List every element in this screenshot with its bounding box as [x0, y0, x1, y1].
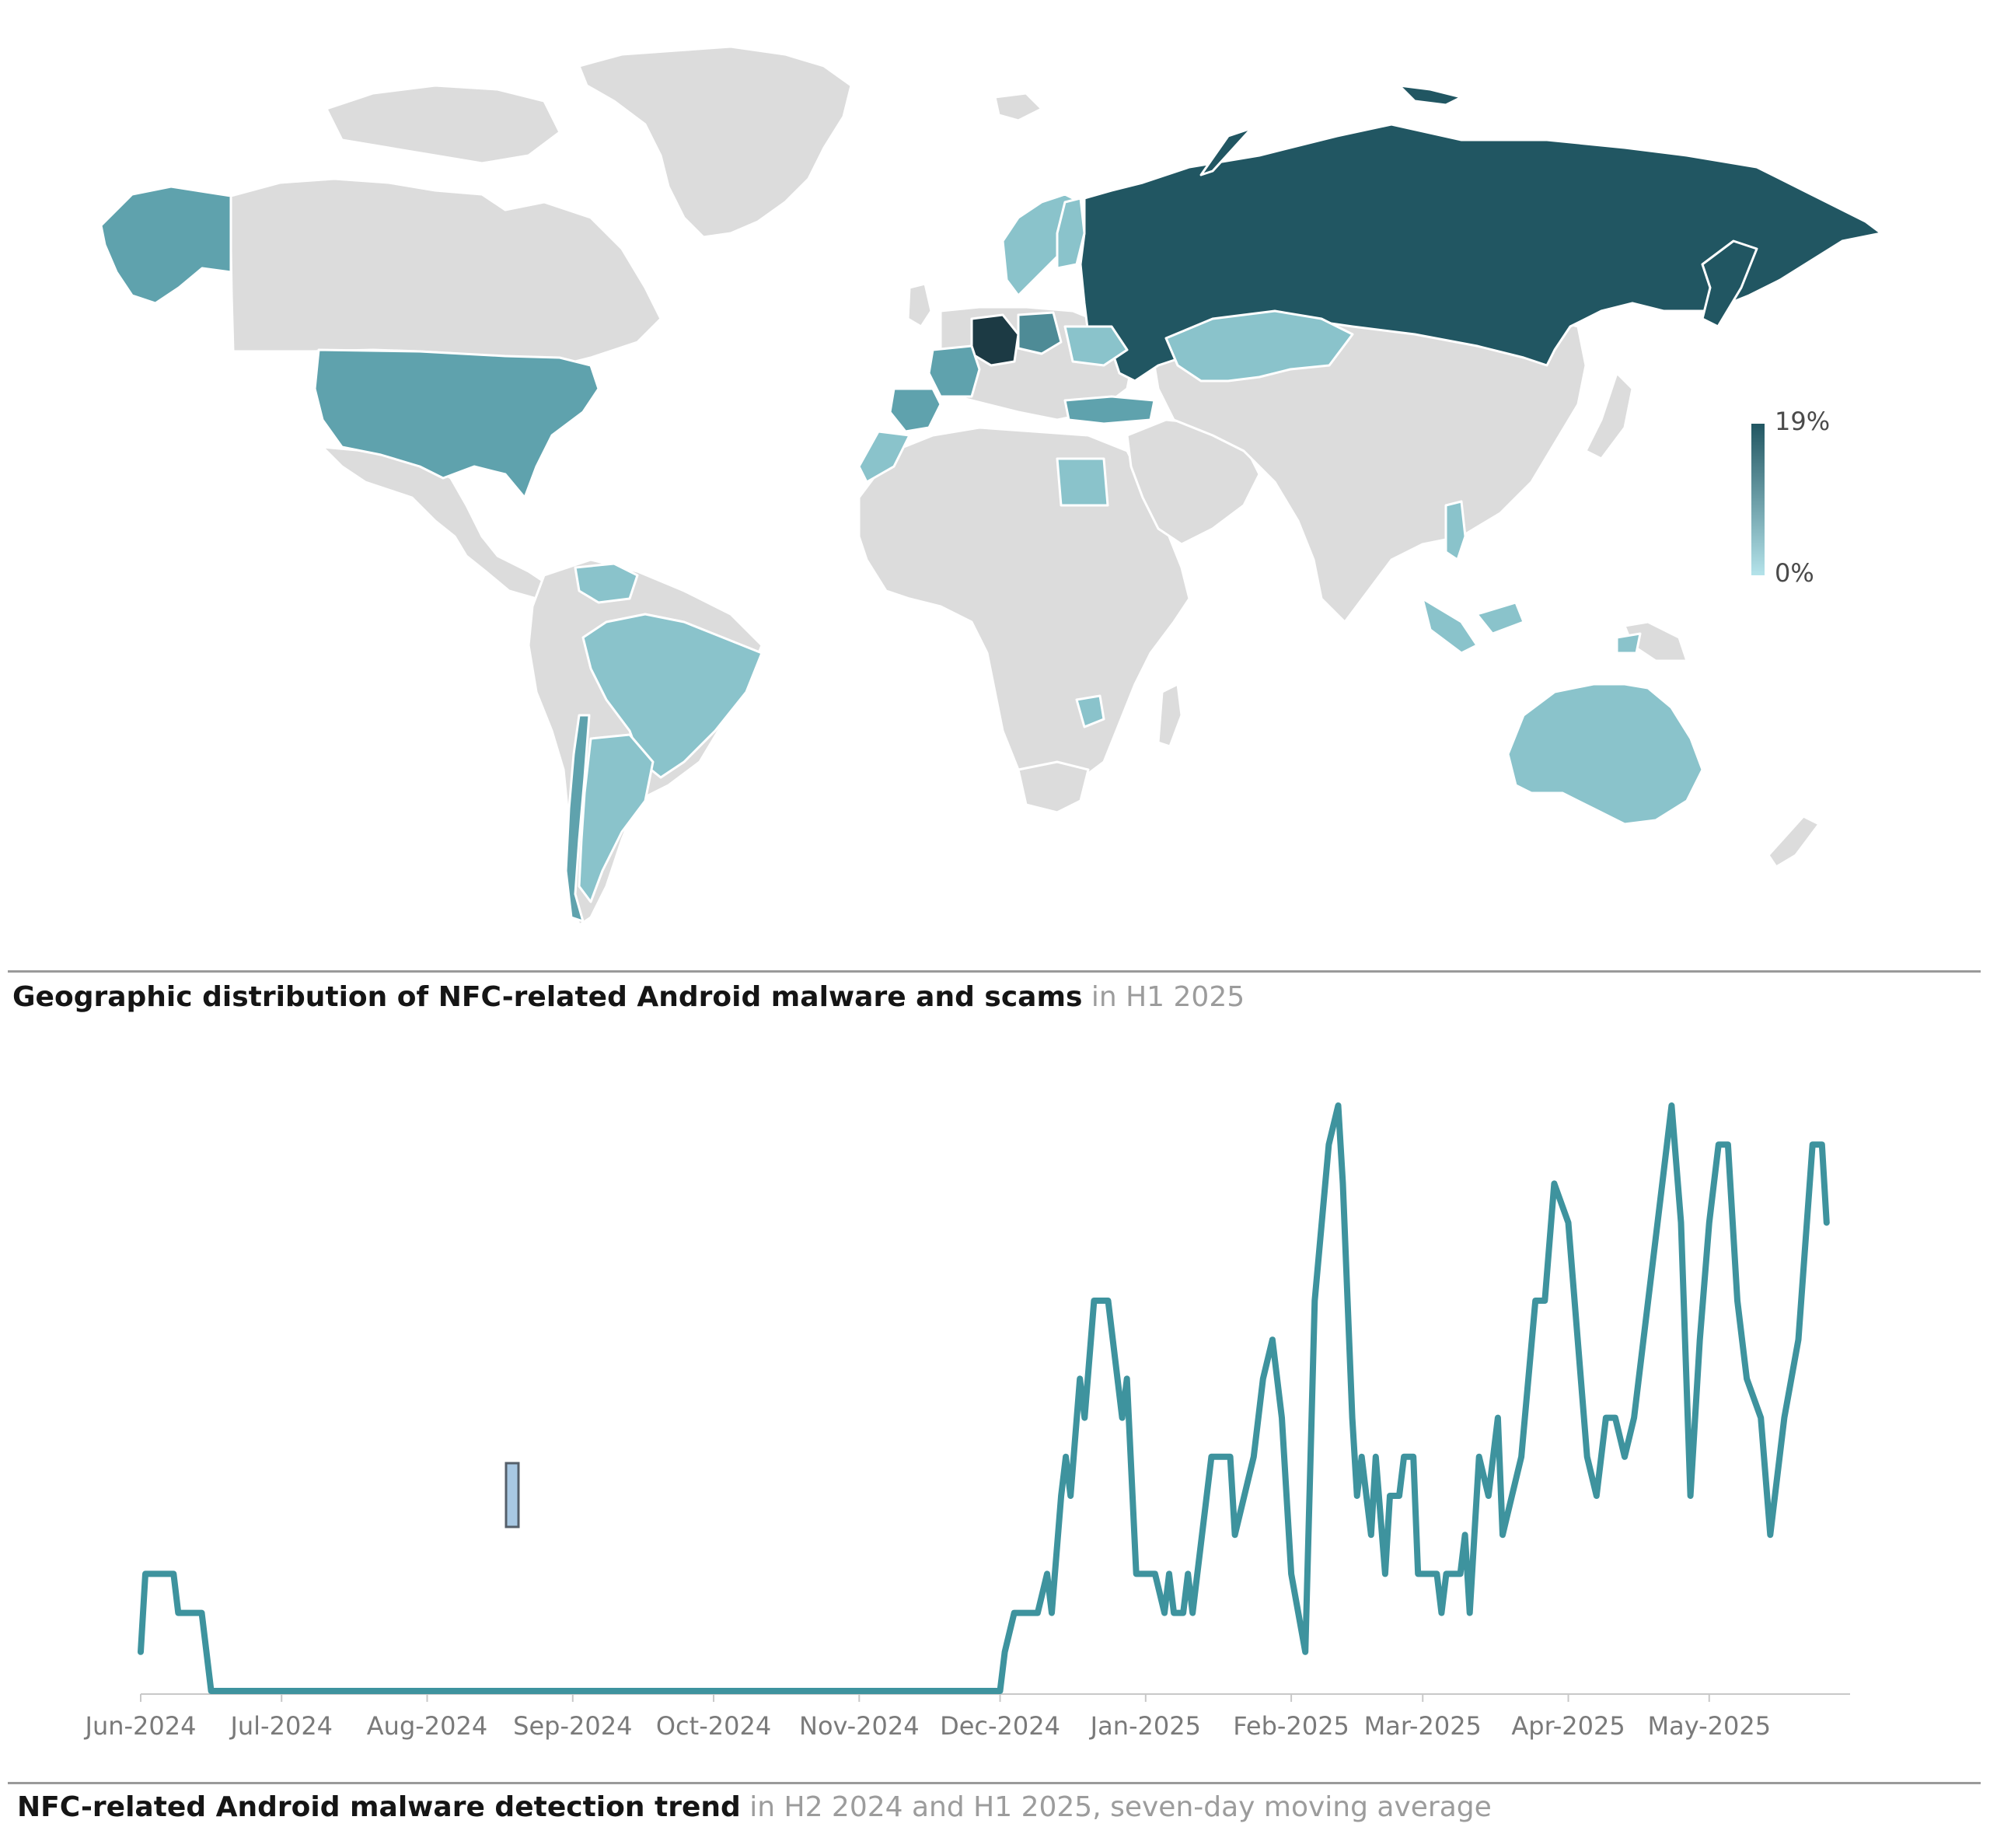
- canada: [229, 177, 662, 367]
- x-tick-label: Oct-2024: [656, 1711, 771, 1741]
- zimbabwe: [1075, 694, 1105, 728]
- spain: [889, 387, 942, 433]
- australia: [1506, 683, 1704, 826]
- x-tick-label: May-2025: [1647, 1711, 1771, 1741]
- x-tick-label: Mar-2025: [1364, 1711, 1482, 1741]
- russia-kamchatka: [1701, 239, 1758, 328]
- x-tick-label: Apr-2025: [1511, 1711, 1625, 1741]
- map-caption: Geographic distribution of NFC-related A…: [12, 981, 1245, 1013]
- map-caption-period: in H1 2025: [1091, 981, 1245, 1013]
- legend-max-label: 19%: [1775, 407, 1831, 436]
- legend-min-label: 0%: [1775, 558, 1814, 588]
- poland: [1017, 311, 1063, 355]
- canada-islands: [325, 84, 561, 165]
- morocco: [857, 430, 911, 484]
- new-zealand: [1767, 815, 1821, 868]
- legend-gradient-bar: [1751, 424, 1765, 575]
- x-tick-labels: Jun-2024 Jul-2024 Aug-2024 Sep-2024 Oct-2024…: [84, 1711, 1772, 1741]
- africa-south: [1017, 760, 1090, 814]
- x-tick-label: Jun-2024: [84, 1711, 197, 1741]
- venezuela: [574, 562, 639, 604]
- x-tick-label: Feb-2025: [1233, 1711, 1349, 1741]
- map-caption-rule: [8, 970, 1981, 973]
- kazakhstan: [1164, 309, 1354, 383]
- map-caption-title: Geographic distribution of NFC-related A…: [12, 981, 1083, 1013]
- chart-caption-subtitle: in H2 2024 and H1 2025, seven-day moving…: [749, 1791, 1492, 1823]
- x-tick-label: Jan-2025: [1089, 1711, 1201, 1741]
- chart-caption: NFC-related Android malware detection tr…: [17, 1791, 1492, 1823]
- mexico-central-america: [321, 445, 553, 600]
- uk: [906, 282, 933, 328]
- brazil: [581, 613, 763, 779]
- highlighted-countries: [100, 84, 1883, 923]
- alaska: [100, 185, 232, 305]
- x-tick-label: Dec-2024: [940, 1711, 1060, 1741]
- africa: [857, 426, 1191, 795]
- japan: [1584, 372, 1634, 460]
- world-map: [100, 45, 1883, 927]
- russia-novaya: [1199, 127, 1253, 176]
- chart-caption-rule: [8, 1782, 1981, 1784]
- indonesia: [1421, 597, 1642, 655]
- x-tick-label: Sep-2024: [513, 1711, 632, 1741]
- x-tick-label: Aug-2024: [367, 1711, 487, 1741]
- x-ticks: [140, 1694, 1710, 1702]
- chart-caption-title: NFC-related Android malware detection tr…: [17, 1791, 741, 1823]
- france: [927, 344, 981, 398]
- series-line: [138, 1102, 1830, 1694]
- argentina: [578, 733, 655, 903]
- turkey: [1063, 395, 1156, 425]
- ukraine: [1063, 325, 1129, 367]
- x-tick-label: Jul-2024: [229, 1711, 333, 1741]
- egypt: [1056, 457, 1109, 507]
- chile: [564, 714, 591, 923]
- iceland: [993, 92, 1043, 122]
- madagascar: [1157, 683, 1183, 748]
- detection-trend-chart: Jun-2024 Jul-2024 Aug-2024 Sep-2024 Oct-2024…: [84, 1102, 1850, 1741]
- united-states: [313, 348, 600, 499]
- marker-rect: [504, 1462, 520, 1528]
- vietnam: [1444, 500, 1467, 561]
- x-tick-label: Nov-2024: [799, 1711, 920, 1741]
- greenland: [578, 45, 853, 239]
- russia-islands: [1398, 84, 1463, 107]
- finland: [1056, 197, 1086, 270]
